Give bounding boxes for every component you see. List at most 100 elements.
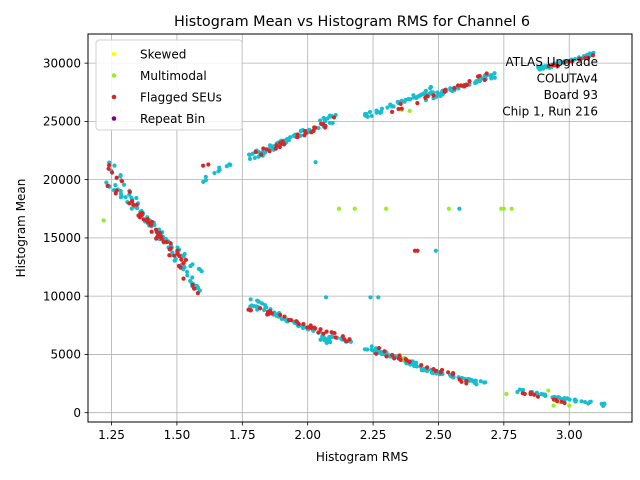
data-point xyxy=(131,202,136,207)
data-point xyxy=(274,143,279,148)
data-point xyxy=(565,396,570,401)
data-point xyxy=(407,359,412,365)
data-point xyxy=(464,82,470,87)
y-axis-label: Histogram Mean xyxy=(14,179,28,278)
data-point xyxy=(399,106,404,111)
data-point xyxy=(567,403,572,408)
data-point xyxy=(452,86,457,91)
data-point xyxy=(318,118,323,123)
data-point xyxy=(492,75,497,80)
data-point xyxy=(376,295,381,300)
data-point xyxy=(105,183,110,189)
data-point xyxy=(251,304,257,309)
data-point xyxy=(318,327,323,332)
data-point xyxy=(336,206,342,211)
data-point xyxy=(374,351,379,356)
data-point xyxy=(194,283,199,289)
data-point xyxy=(312,125,317,130)
data-point xyxy=(602,401,607,406)
data-point xyxy=(184,269,190,274)
data-point xyxy=(167,247,172,252)
data-point xyxy=(157,230,163,236)
data-point xyxy=(417,93,422,98)
data-point xyxy=(328,334,333,340)
data-point xyxy=(431,366,436,372)
data-point xyxy=(324,340,329,346)
x-tick-label: 1.25 xyxy=(98,428,125,442)
data-point xyxy=(248,304,253,309)
data-point xyxy=(368,295,373,300)
annotation-line: ATLAS Upgrade xyxy=(505,55,598,69)
data-point xyxy=(312,325,317,330)
data-point xyxy=(301,321,306,327)
data-point xyxy=(228,162,233,167)
data-point xyxy=(327,338,332,343)
data-point xyxy=(129,206,134,211)
plot-area xyxy=(87,33,633,423)
data-point xyxy=(331,115,337,120)
data-point xyxy=(206,162,211,167)
data-point xyxy=(578,56,583,62)
data-point xyxy=(107,163,112,168)
data-point xyxy=(475,74,481,79)
data-point xyxy=(374,109,380,114)
data-point xyxy=(555,63,561,69)
annotation-line: Chip 1, Run 216 xyxy=(502,105,598,119)
data-point xyxy=(423,95,428,100)
legend-box xyxy=(95,39,243,131)
data-point xyxy=(152,222,157,228)
legend-label: Multimodal xyxy=(140,69,207,83)
data-point xyxy=(569,59,575,64)
legend-marker xyxy=(111,116,117,121)
grid-lines xyxy=(88,34,632,422)
y-tick-label: 25000 xyxy=(43,115,81,129)
data-point xyxy=(200,163,206,168)
data-point xyxy=(419,363,424,368)
data-point xyxy=(457,377,462,382)
data-point xyxy=(278,312,283,317)
data-point xyxy=(398,101,403,107)
data-point xyxy=(118,174,123,179)
data-points xyxy=(101,50,607,408)
data-point xyxy=(333,335,338,340)
data-point xyxy=(484,71,489,76)
data-point xyxy=(134,195,139,201)
data-point xyxy=(280,139,285,144)
data-point xyxy=(316,125,321,131)
x-axis: 1.25 1.50 1.75 2.00 2.25 2.50 2.75 3.00 xyxy=(98,422,583,442)
legend-label: Flagged SEUs xyxy=(140,90,222,104)
data-point xyxy=(489,76,494,81)
chart-annotation: ATLAS Upgrade COLUTAv4 Board 93 Chip 1, Run… xyxy=(502,55,598,119)
data-point xyxy=(403,97,408,102)
y-tick-label: 0 xyxy=(73,406,81,420)
data-point xyxy=(390,352,395,358)
data-point xyxy=(407,108,412,114)
data-point xyxy=(415,248,420,253)
data-point xyxy=(141,217,146,222)
data-point xyxy=(316,330,321,335)
data-point xyxy=(438,370,443,375)
data-point xyxy=(504,391,509,397)
data-point xyxy=(572,57,578,62)
data-point xyxy=(114,175,119,180)
data-point xyxy=(367,109,373,115)
data-point xyxy=(294,319,299,324)
data-point xyxy=(389,109,395,114)
data-point xyxy=(397,353,402,358)
data-point xyxy=(384,354,389,359)
data-point xyxy=(148,222,153,228)
data-point xyxy=(369,113,374,119)
data-point xyxy=(379,106,385,111)
data-point xyxy=(396,106,401,112)
data-point xyxy=(134,202,139,207)
data-point xyxy=(553,397,558,403)
data-point xyxy=(429,90,434,95)
legend-label: Skewed xyxy=(140,47,186,61)
data-point xyxy=(273,146,278,151)
data-point xyxy=(114,188,119,193)
data-point xyxy=(261,146,266,151)
data-point xyxy=(313,160,318,165)
x-axis-label: Histogram RMS xyxy=(316,450,408,464)
data-point xyxy=(472,380,477,385)
data-point xyxy=(562,60,567,65)
